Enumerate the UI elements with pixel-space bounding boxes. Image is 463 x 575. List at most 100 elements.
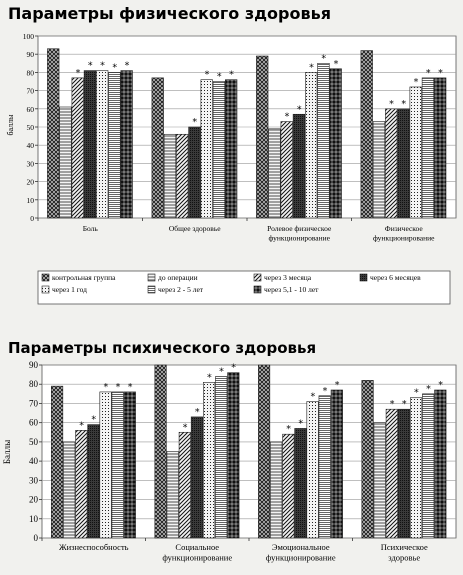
y-tick-label: 60 <box>29 418 39 428</box>
bar <box>120 70 133 219</box>
bar <box>292 113 306 219</box>
significance-marker: * <box>438 69 443 79</box>
bar <box>282 433 295 539</box>
chart1-legend <box>37 270 451 305</box>
x-tick-label: функционирование <box>268 234 330 243</box>
x-tick-label: Психическое <box>381 542 428 552</box>
y-tick-label: 80 <box>27 68 35 77</box>
bar <box>83 70 97 219</box>
significance-marker: * <box>231 364 236 374</box>
legend-swatch <box>359 273 368 282</box>
legend-swatch <box>253 273 262 282</box>
significance-marker: * <box>438 381 443 391</box>
chart1-y-axis-label: баллы <box>6 114 15 136</box>
bar <box>87 424 100 539</box>
significance-marker: * <box>100 62 105 72</box>
bar <box>330 389 343 539</box>
y-tick-label: 40 <box>29 456 39 466</box>
x-tick-label: функционирование <box>162 553 232 563</box>
significance-marker: * <box>402 400 407 410</box>
significance-marker: * <box>128 383 133 393</box>
significance-marker: * <box>193 118 198 128</box>
bar <box>361 380 374 539</box>
y-tick-label: 50 <box>29 437 39 447</box>
legend-swatch <box>253 285 262 294</box>
y-tick-label: 40 <box>27 141 35 150</box>
significance-marker: * <box>311 393 316 403</box>
legend-label: через 2 - 5 лет <box>158 285 204 294</box>
x-tick-label: функционирование <box>373 234 435 243</box>
significance-marker: * <box>334 60 339 70</box>
bar <box>280 121 293 219</box>
bar <box>227 372 240 539</box>
bar <box>294 428 307 539</box>
bar <box>422 393 435 539</box>
significance-marker: * <box>76 69 81 79</box>
x-tick-label: функционирование <box>266 553 336 563</box>
significance-marker: * <box>183 423 188 433</box>
bar <box>268 128 281 219</box>
significance-marker: * <box>389 100 394 110</box>
bar <box>200 79 213 219</box>
y-tick-label: 100 <box>23 32 35 41</box>
bar <box>215 376 228 539</box>
significance-marker: * <box>285 113 290 123</box>
y-tick-label: 10 <box>29 514 39 524</box>
legend-label: через 3 месяца <box>264 273 312 282</box>
legend-swatch <box>147 273 156 282</box>
bar <box>317 62 330 219</box>
bar <box>305 72 318 219</box>
bar <box>190 416 204 539</box>
bar <box>63 441 76 539</box>
bar <box>397 108 410 219</box>
significance-marker: * <box>112 63 117 73</box>
x-tick-label: Социальное <box>175 542 219 552</box>
significance-marker: * <box>92 416 97 426</box>
x-tick-label: Ролевое физическое <box>267 224 332 233</box>
bar <box>203 381 216 539</box>
bar <box>360 50 373 219</box>
x-tick-label: Жизнеспособность <box>59 542 129 552</box>
significance-marker: * <box>229 71 234 81</box>
y-tick-label: 70 <box>27 87 35 96</box>
bar <box>96 70 109 219</box>
significance-marker: * <box>426 69 431 79</box>
chart1-title: Параметры физического здоровья <box>8 4 331 23</box>
bar <box>385 108 398 219</box>
bar <box>397 408 411 539</box>
significance-marker: * <box>205 71 210 81</box>
bar <box>163 133 177 219</box>
significance-marker: * <box>323 387 328 397</box>
y-tick-label: 80 <box>29 379 39 389</box>
bar <box>385 408 398 539</box>
bar <box>111 391 124 539</box>
x-tick-label: здоровье <box>388 553 420 563</box>
y-tick-label: 30 <box>27 159 35 168</box>
legend-label: через 1 год <box>52 285 87 294</box>
bar <box>256 55 269 219</box>
significance-marker: * <box>217 73 222 83</box>
legend-label: через 6 месяцев <box>370 273 421 282</box>
y-tick-label: 60 <box>27 105 35 114</box>
significance-marker: * <box>195 408 200 418</box>
y-tick-label: 90 <box>29 360 39 370</box>
y-tick-label: 90 <box>27 50 35 59</box>
bar <box>270 441 283 539</box>
significance-marker: * <box>390 400 395 410</box>
significance-marker: * <box>426 385 431 395</box>
y-tick-label: 20 <box>29 495 39 505</box>
bar <box>434 389 447 539</box>
significance-marker: * <box>104 383 109 393</box>
chart2-y-axis-label: Баллы <box>2 440 12 464</box>
bar <box>154 364 167 539</box>
bar <box>318 395 331 539</box>
y-tick-label: 30 <box>29 475 39 485</box>
bar <box>108 72 121 219</box>
significance-marker: * <box>402 100 407 110</box>
significance-marker: * <box>299 419 304 429</box>
bar <box>225 79 238 219</box>
legend-label: контрольная группа <box>52 273 116 282</box>
y-tick-label: 20 <box>27 178 35 187</box>
y-tick-label: 10 <box>27 196 35 205</box>
legend-label: до операции <box>158 273 198 282</box>
